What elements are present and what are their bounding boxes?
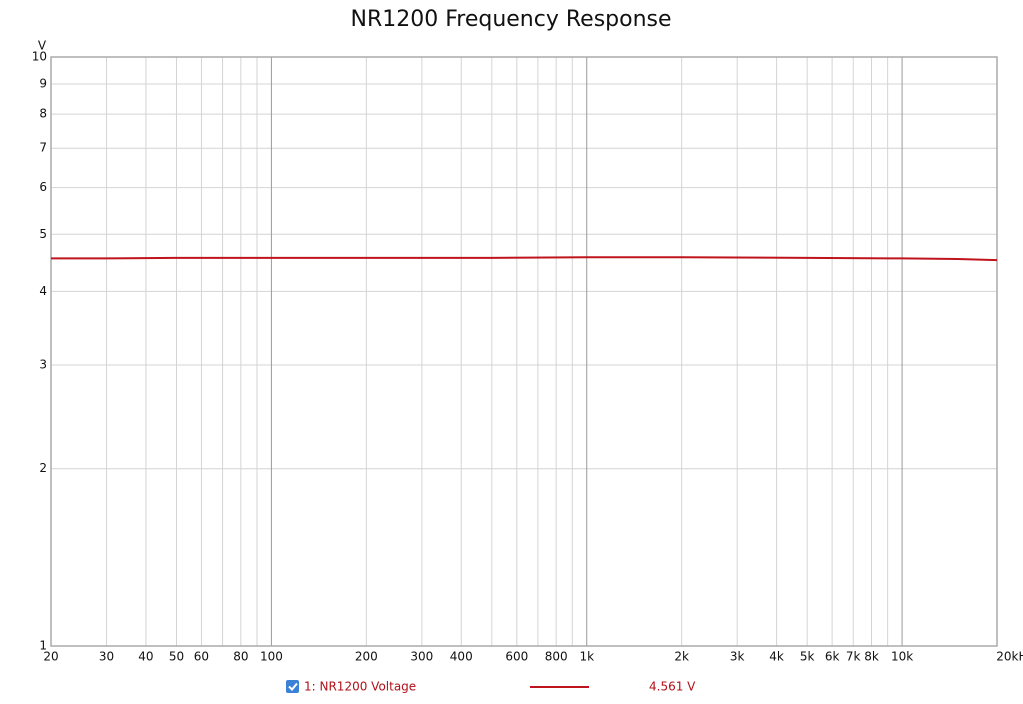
legend: 1: NR1200 Voltage 4.561 V xyxy=(286,680,696,694)
x-tick-label: 2k xyxy=(674,650,689,664)
x-tick-label: 3k xyxy=(730,650,745,664)
x-tick-label: 800 xyxy=(545,650,568,664)
x-tick-label: 7k xyxy=(846,650,861,664)
legend-label: 1: NR1200 Voltage xyxy=(304,680,416,694)
y-tick-label: 6 xyxy=(39,180,47,194)
x-tick-label: 4k xyxy=(769,650,784,664)
series-line xyxy=(51,256,998,262)
y-tick-label: 9 xyxy=(39,76,47,90)
y-tick-label: 8 xyxy=(39,107,47,121)
x-tick-label: 10k xyxy=(891,650,913,664)
x-tick-label: 60 xyxy=(194,650,209,664)
y-tick-label: 1 xyxy=(39,639,47,653)
checkmark xyxy=(288,682,298,691)
x-tick-label: 30 xyxy=(99,650,114,664)
plot-frame xyxy=(50,56,998,647)
x-tick-label: 6k xyxy=(825,650,840,664)
x-tick-label: 80 xyxy=(233,650,248,664)
x-tick-label: 8k xyxy=(864,650,879,664)
x-tick-label: 1k xyxy=(579,650,594,664)
x-tick-label: 100 xyxy=(260,650,283,664)
x-tick-label: 600 xyxy=(505,650,528,664)
y-tick-label: 3 xyxy=(39,357,47,371)
y-tick-label: 2 xyxy=(39,461,47,475)
grid xyxy=(50,56,998,647)
x-tick-label: 5k xyxy=(800,650,815,664)
x-tick-label: 300 xyxy=(410,650,433,664)
y-tick-label: 4 xyxy=(39,284,47,298)
x-tick-label: 50 xyxy=(169,650,184,664)
y-tick-label: 10 xyxy=(32,50,47,64)
legend-checkbox[interactable] xyxy=(286,680,299,693)
y-tick-label: 5 xyxy=(39,227,47,241)
x-tick-label: 200 xyxy=(355,650,378,664)
chart-title: NR1200 Frequency Response xyxy=(350,7,671,32)
x-tick-label: 40 xyxy=(138,650,153,664)
y-tick-label: 7 xyxy=(39,141,47,155)
x-tick-label: 400 xyxy=(450,650,473,664)
legend-readout: 4.561 V xyxy=(649,680,696,694)
x-tick-label: 20 xyxy=(43,650,58,664)
y-unit: V xyxy=(38,39,47,53)
x-tick-label: 20kHz xyxy=(996,650,1023,664)
